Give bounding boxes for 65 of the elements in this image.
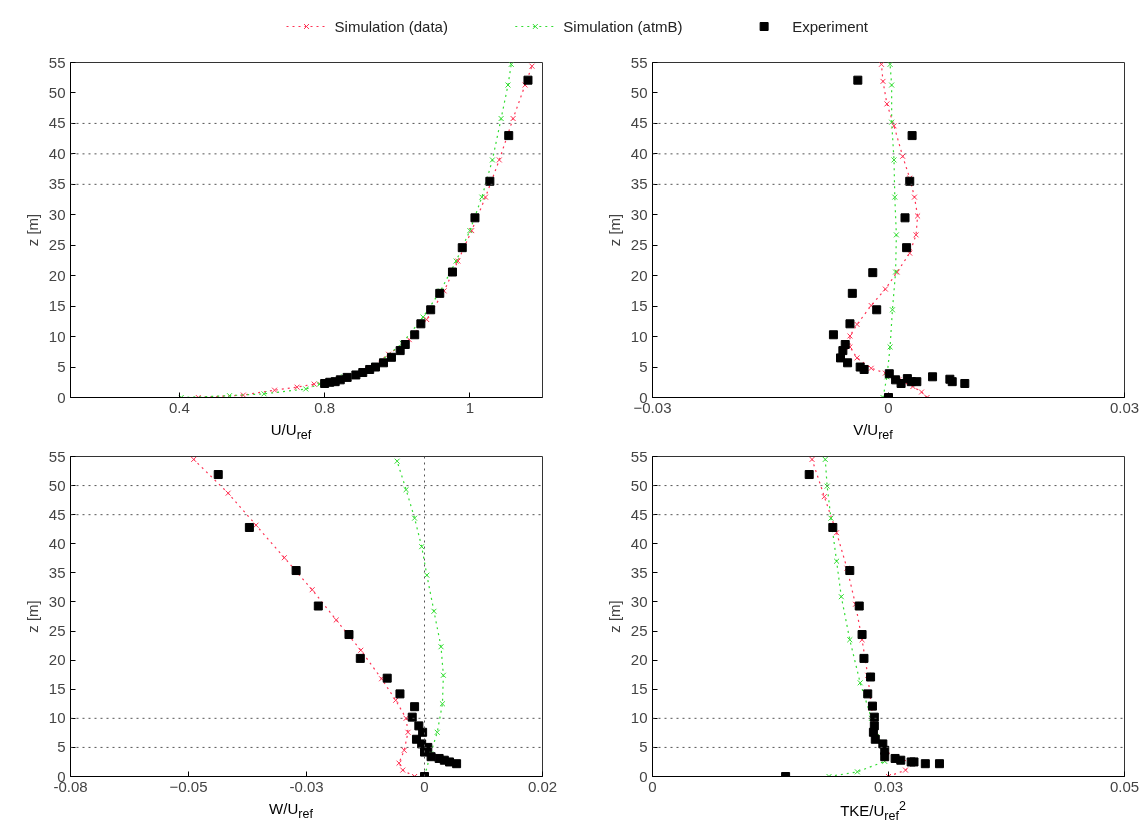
y-axis-title: z [m] xyxy=(605,600,623,633)
y-tick-label: 35 xyxy=(48,175,66,193)
y-tick-label: 15 xyxy=(48,680,66,698)
y-tick-label: 55 xyxy=(630,53,648,71)
x-tick-label: 0.8 xyxy=(314,398,336,416)
y-tick-label: 35 xyxy=(630,175,648,193)
y-tick-label: 25 xyxy=(48,622,66,640)
x-tick-label: 1 xyxy=(465,398,475,416)
x-tick-label: 0.03 xyxy=(873,777,904,795)
y-tick-label: 35 xyxy=(48,563,66,581)
y-tick-label: 30 xyxy=(48,592,66,610)
x-tick-label: −0.05 xyxy=(169,777,208,795)
y-tick-label: 45 xyxy=(630,114,648,132)
y-tick-label: 10 xyxy=(48,327,66,345)
y-axis-title: z [m] xyxy=(23,600,41,633)
y-tick-label: 30 xyxy=(48,205,66,223)
y-tick-label: 55 xyxy=(630,447,648,465)
y-tick-label: 20 xyxy=(48,651,66,669)
y-tick-label: 20 xyxy=(48,266,66,284)
x-axis-title: V/U$_{ref}$ xyxy=(853,420,893,444)
y-tick-label: 5 xyxy=(57,738,66,756)
y-tick-label: 50 xyxy=(630,476,648,494)
x-axis-title: U/U$_{ref}$ xyxy=(270,420,312,444)
y-tick-label: 20 xyxy=(630,651,648,669)
y-tick-label: 50 xyxy=(630,83,648,101)
x-tick-label: 0.03 xyxy=(1109,398,1140,416)
y-tick-label: 10 xyxy=(48,709,66,727)
y-tick-label: 35 xyxy=(630,563,648,581)
y-tick-label: 45 xyxy=(48,505,66,523)
y-tick-label: 25 xyxy=(630,622,648,640)
y-tick-label: 40 xyxy=(630,144,648,162)
legend-label: Experiment xyxy=(792,18,869,35)
y-tick-label: 10 xyxy=(630,709,648,727)
y-tick-label: 50 xyxy=(48,83,66,101)
y-tick-label: 20 xyxy=(630,266,648,284)
x-tick-label: 0 xyxy=(884,398,893,416)
y-tick-label: 55 xyxy=(48,447,66,465)
y-tick-label: 15 xyxy=(630,297,648,315)
y-axis-title: z [m] xyxy=(23,213,41,247)
y-tick-label: 15 xyxy=(630,680,648,698)
y-tick-label: 30 xyxy=(630,592,648,610)
y-tick-label: 5 xyxy=(57,358,66,376)
y-tick-label: 10 xyxy=(630,327,648,345)
x-tick-label: 0.02 xyxy=(527,777,558,795)
legend-label: Simulation (data) xyxy=(334,18,448,35)
x-tick-label: 0.05 xyxy=(1109,777,1140,795)
y-tick-label: 55 xyxy=(48,53,66,71)
legend-label: Simulation (atmB) xyxy=(563,18,683,35)
x-axis-title: W/U$_{ref}$ xyxy=(269,799,313,823)
x-tick-label: 0 xyxy=(420,777,429,795)
y-tick-label: 15 xyxy=(48,297,66,315)
y-tick-label: 30 xyxy=(630,205,648,223)
y-axis-title: z [m] xyxy=(605,213,623,247)
y-tick-label: 25 xyxy=(630,236,648,254)
y-tick-label: 25 xyxy=(48,236,66,254)
y-tick-label: 5 xyxy=(639,358,648,376)
y-tick-label: 40 xyxy=(630,534,648,552)
y-tick-label: 5 xyxy=(639,738,648,756)
y-tick-label: 45 xyxy=(48,114,66,132)
x-tick-label: 0.4 xyxy=(169,398,190,416)
y-tick-label: 40 xyxy=(48,534,66,552)
y-tick-label: 50 xyxy=(48,476,66,494)
x-tick-label: -0.03 xyxy=(289,777,324,795)
y-tick-label: 40 xyxy=(48,144,66,162)
y-tick-label: 45 xyxy=(630,505,648,523)
